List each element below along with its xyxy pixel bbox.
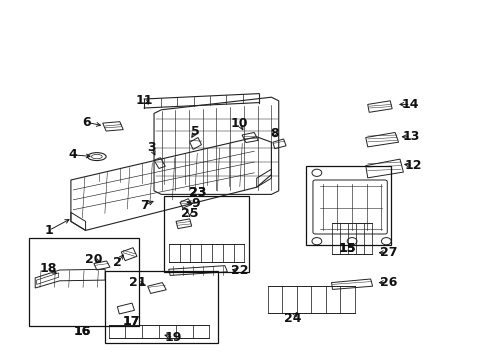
- Text: 17: 17: [122, 315, 140, 328]
- Text: 12: 12: [404, 159, 421, 172]
- Text: 23: 23: [189, 186, 206, 199]
- Text: 5: 5: [191, 125, 200, 138]
- Text: 3: 3: [147, 141, 156, 154]
- Text: 7: 7: [140, 199, 148, 212]
- Text: 24: 24: [283, 312, 301, 325]
- Text: 13: 13: [401, 130, 419, 143]
- Text: 17: 17: [122, 315, 140, 328]
- Text: 11: 11: [135, 94, 153, 107]
- Text: 14: 14: [401, 98, 419, 111]
- Text: 10: 10: [230, 117, 248, 130]
- Text: 15: 15: [338, 242, 355, 255]
- Text: 16: 16: [73, 325, 91, 338]
- Bar: [105, 271, 217, 343]
- Text: 2: 2: [113, 256, 122, 269]
- Text: 20: 20: [85, 253, 102, 266]
- Text: 15: 15: [338, 242, 355, 255]
- Text: 21: 21: [129, 276, 146, 289]
- Text: 22: 22: [230, 264, 248, 277]
- Text: 18: 18: [39, 262, 57, 275]
- Bar: [163, 196, 249, 272]
- Text: 6: 6: [82, 116, 91, 129]
- Bar: [305, 166, 390, 245]
- Text: 23: 23: [189, 186, 206, 199]
- Text: 16: 16: [73, 325, 91, 338]
- Bar: [29, 238, 139, 326]
- Text: 1: 1: [44, 224, 53, 237]
- Text: 19: 19: [164, 331, 182, 344]
- Text: 9: 9: [191, 197, 200, 210]
- Text: 27: 27: [379, 246, 397, 259]
- Text: 8: 8: [270, 127, 279, 140]
- Text: 26: 26: [379, 276, 397, 289]
- Text: 25: 25: [181, 207, 198, 220]
- Text: 4: 4: [68, 148, 77, 161]
